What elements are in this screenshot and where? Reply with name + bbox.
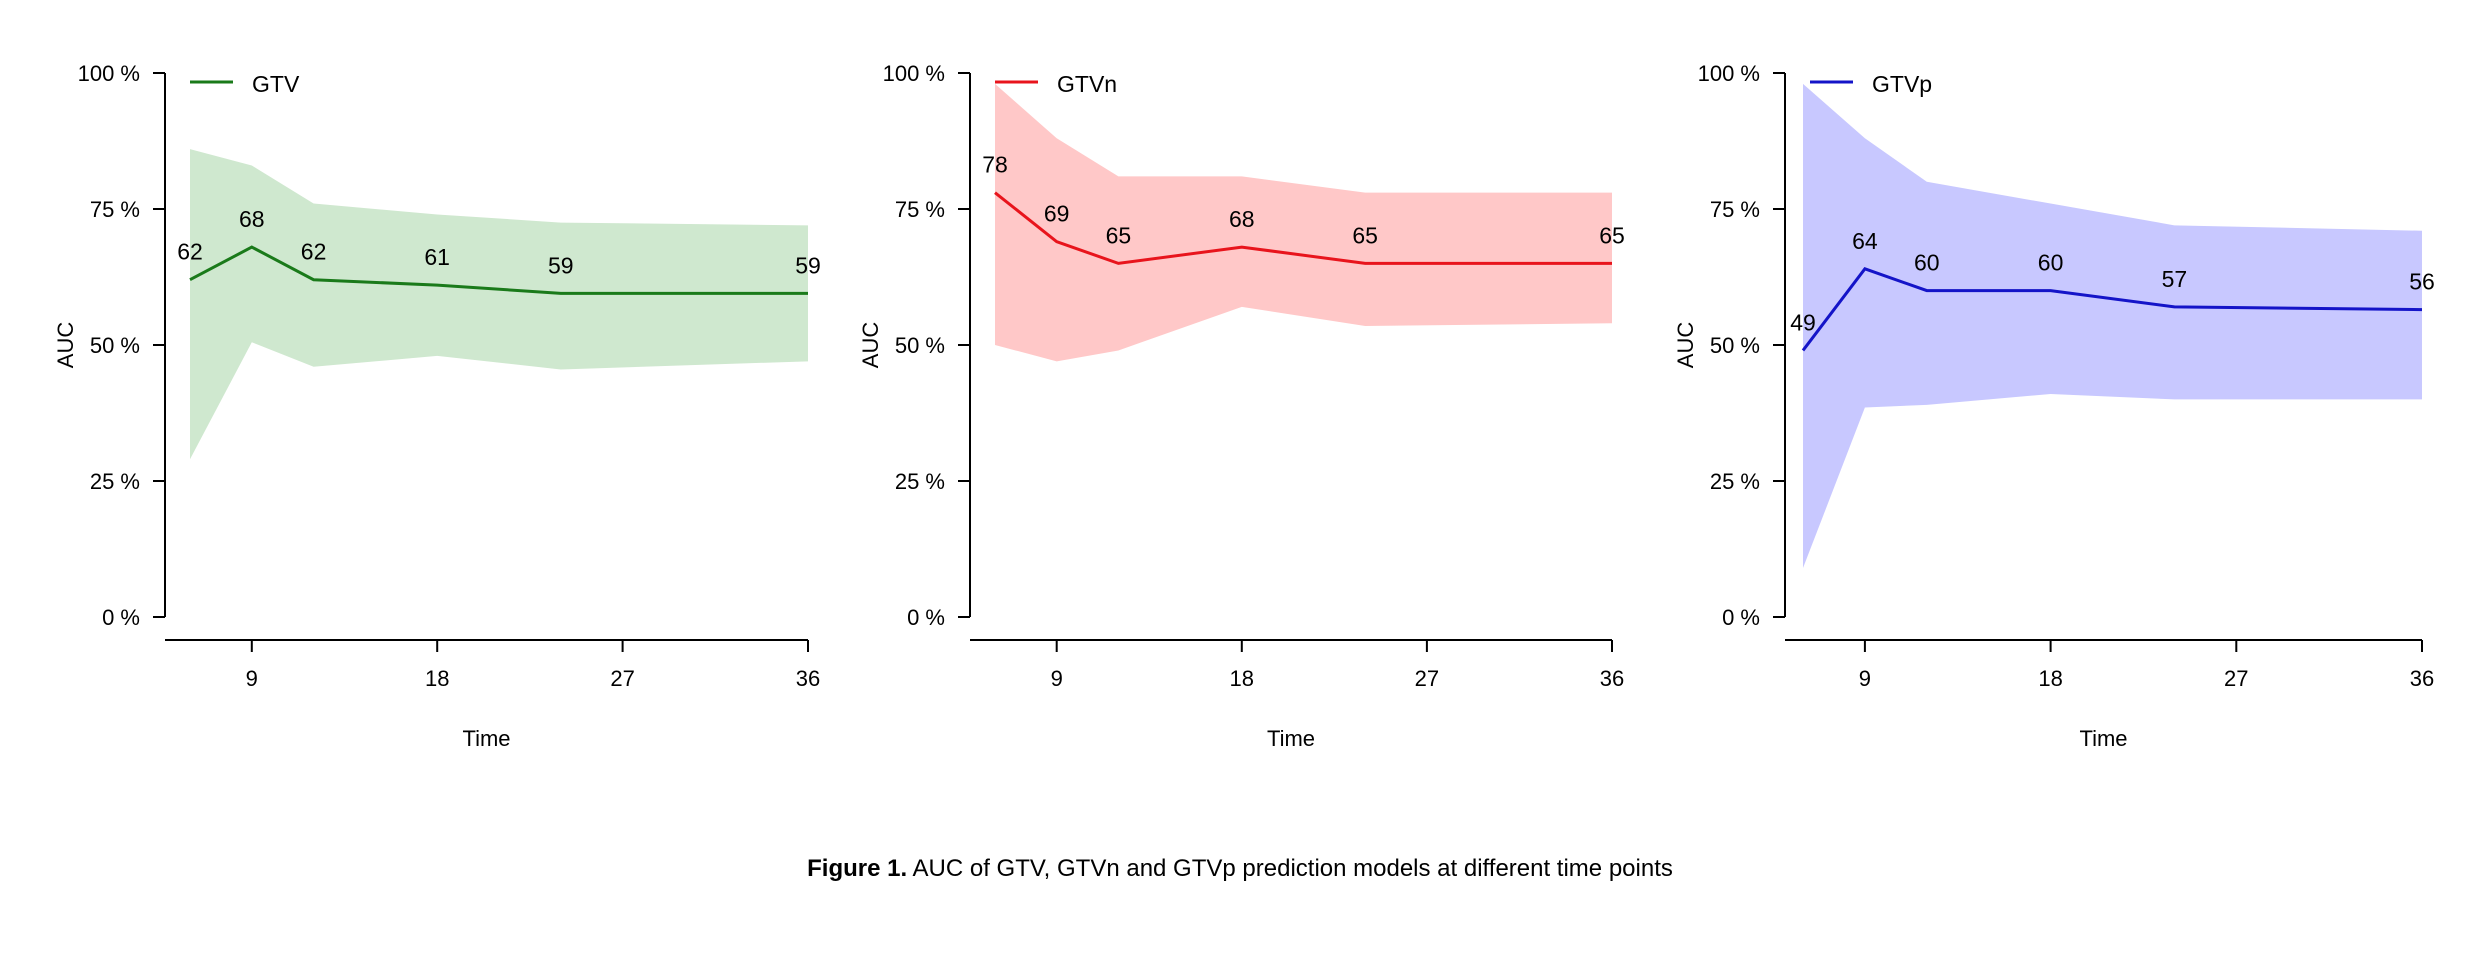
y-tick-label: 0 % [907,605,945,630]
data-label: 49 [1790,309,1816,335]
x-tick-label: 27 [2224,666,2248,691]
gtvp-panel: 0 % 25 % 50 % 75 % 100 % AUC 9 18 27 36 Time 49 64 60… [1673,61,2435,751]
y-tick-label: 75 % [895,197,945,222]
y-tick-label: 25 % [895,469,945,494]
x-tick-label: 9 [1859,666,1871,691]
data-label: 61 [424,244,450,270]
x-axis-title: Time [462,726,510,751]
y-axis-title: AUC [858,322,883,369]
y-tick-label: 25 % [1710,469,1760,494]
data-label: 69 [1044,201,1070,227]
x-tick-label: 18 [1230,666,1254,691]
data-label: 68 [1229,206,1255,232]
x-tick-label: 18 [2038,666,2062,691]
y-tick-label: 50 % [895,333,945,358]
data-label: 65 [1352,222,1378,248]
data-label: 62 [177,239,203,265]
data-label: 59 [795,252,821,278]
y-tick-label: 0 % [1722,605,1760,630]
y-tick-label: 75 % [90,197,140,222]
figure-caption-label: Figure 1. [807,855,908,882]
x-tick-label: 18 [425,666,449,691]
y-tick-label: 25 % [90,469,140,494]
figure-caption: Figure 1. AUC of GTV, GTVn and GTVp pred… [0,855,2480,883]
data-label: 64 [1852,228,1878,254]
series-line [189,245,808,295]
y-axis-title: AUC [1673,322,1698,369]
series-line [1801,267,2423,352]
data-label: 65 [1599,222,1625,248]
x-axis-title: Time [1267,726,1315,751]
data-label: 62 [301,239,327,265]
confidence-band [1803,83,2422,569]
y-tick-label: 100 % [78,61,140,86]
y-axis-title: AUC [53,322,78,369]
gtv-panel: 0 % 25 % 50 % 75 % 100 % AUC 9 18 27 36 Time 62 68 62… [53,61,821,751]
x-tick-label: 36 [2410,666,2434,691]
series-line [994,191,1612,265]
y-tick-label: 50 % [1710,333,1760,358]
data-label: 78 [982,152,1008,178]
x-tick-label: 36 [796,666,820,691]
x-tick-label: 27 [610,666,634,691]
data-label: 59 [548,252,574,278]
x-axis-title: Time [2079,726,2127,751]
x-tick-label: 36 [1600,666,1624,691]
y-tick-label: 0 % [102,605,140,630]
data-label: 65 [1106,222,1132,248]
x-tick-label: 9 [246,666,258,691]
gtvn-panel: 0 % 25 % 50 % 75 % 100 % AUC 9 18 27 36 Time 78 69 65… [858,61,1625,751]
legend-label: GTV [252,71,300,97]
x-tick-label: 9 [1051,666,1063,691]
data-label: 68 [239,206,265,232]
y-tick-label: 50 % [90,333,140,358]
confidence-band [190,149,808,460]
data-label: 60 [1914,250,1940,276]
auc-figure: 0 % 25 % 50 % 75 % 100 % AUC 9 18 27 36 Time 62 68 62… [53,61,2435,751]
legend-label: GTVp [1872,71,1932,97]
figure-caption-text: AUC of GTV, GTVn and GTVp prediction mod… [912,855,1673,882]
y-tick-label: 100 % [883,61,945,86]
y-tick-label: 100 % [1698,61,1760,86]
data-label: 60 [2038,250,2064,276]
x-tick-label: 27 [1415,666,1439,691]
data-label: 56 [2409,269,2435,295]
data-label: 57 [2162,266,2188,292]
legend-label: GTVn [1057,71,1117,97]
confidence-band [995,83,1612,362]
y-tick-label: 75 % [1710,197,1760,222]
